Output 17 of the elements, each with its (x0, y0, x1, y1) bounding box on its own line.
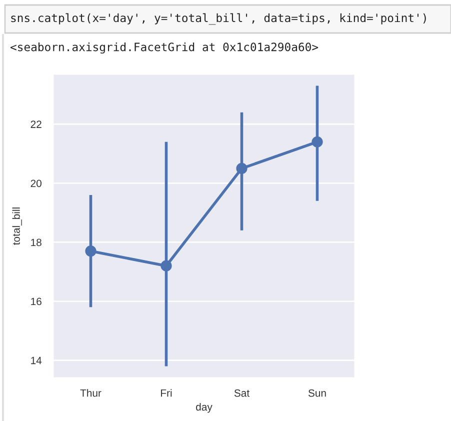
y-tick-label: 18 (31, 238, 42, 246)
text: sns.catplot(x='day', y='total_bill', data=tips, kind='point') (11, 13, 426, 25)
y-tick-label: 22 (30, 120, 42, 128)
point (160, 260, 172, 272)
y-tick-label: 14 (31, 356, 42, 364)
point (236, 162, 248, 174)
x-tick-label: Sat (234, 389, 250, 397)
x-tick-label: Fri (161, 389, 172, 397)
point (85, 246, 96, 257)
y-tick-label: 20 (30, 180, 42, 188)
point (312, 136, 323, 148)
y-axis-title: total_bill (12, 208, 22, 245)
text: <seaborn.axisgrid.FacetGrid at 0x1c01a290a60> (10, 42, 318, 54)
x-tick-label: Thur (80, 389, 102, 397)
y-tick-label: 16 (31, 298, 42, 306)
x-axis-title: day (196, 402, 212, 413)
x-tick-label: Sun (308, 389, 326, 397)
